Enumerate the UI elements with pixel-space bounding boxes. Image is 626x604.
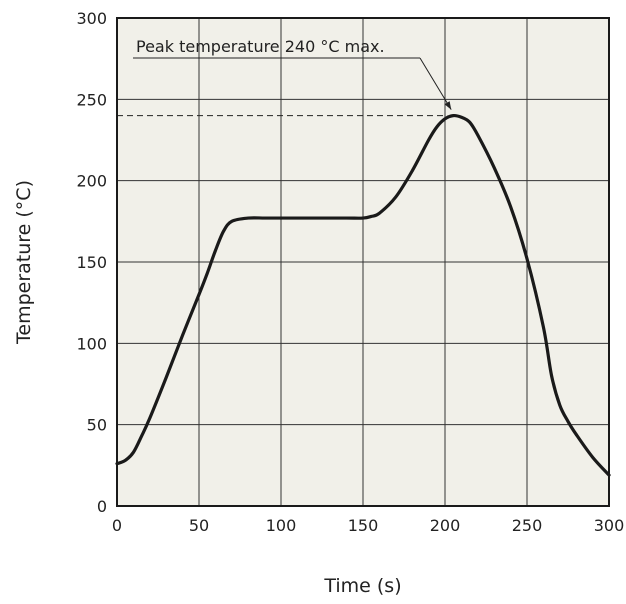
tick-labels: 0 50 100 150 200 250 300 0 50 100 150 200 250 300 [76, 9, 624, 535]
x-tick-label: 100 [266, 516, 297, 535]
y-tick-label: 50 [87, 416, 107, 435]
y-tick-label: 100 [76, 334, 107, 353]
x-tick-label: 50 [189, 516, 209, 535]
x-tick-label: 250 [512, 516, 543, 535]
y-axis-title: Temperature (°C) [13, 180, 35, 345]
x-tick-label: 150 [348, 516, 379, 535]
x-tick-label: 0 [112, 516, 122, 535]
temperature-curve [115, 113, 611, 477]
y-tick-label: 300 [76, 9, 107, 28]
x-tick-label: 300 [594, 516, 625, 535]
plot-frame [116, 17, 610, 507]
annotation-arrowhead [444, 101, 452, 110]
y-tick-label: 0 [97, 497, 107, 516]
y-tick-label: 150 [76, 253, 107, 272]
x-tick-label: 200 [430, 516, 461, 535]
y-tick-label: 200 [76, 172, 107, 191]
y-tick-label: 250 [76, 90, 107, 109]
annotation-leader-line [419, 57, 452, 110]
x-axis-title: Time (s) [323, 575, 401, 597]
peak-annotation: Peak temperature 240 °C max. [136, 37, 385, 56]
